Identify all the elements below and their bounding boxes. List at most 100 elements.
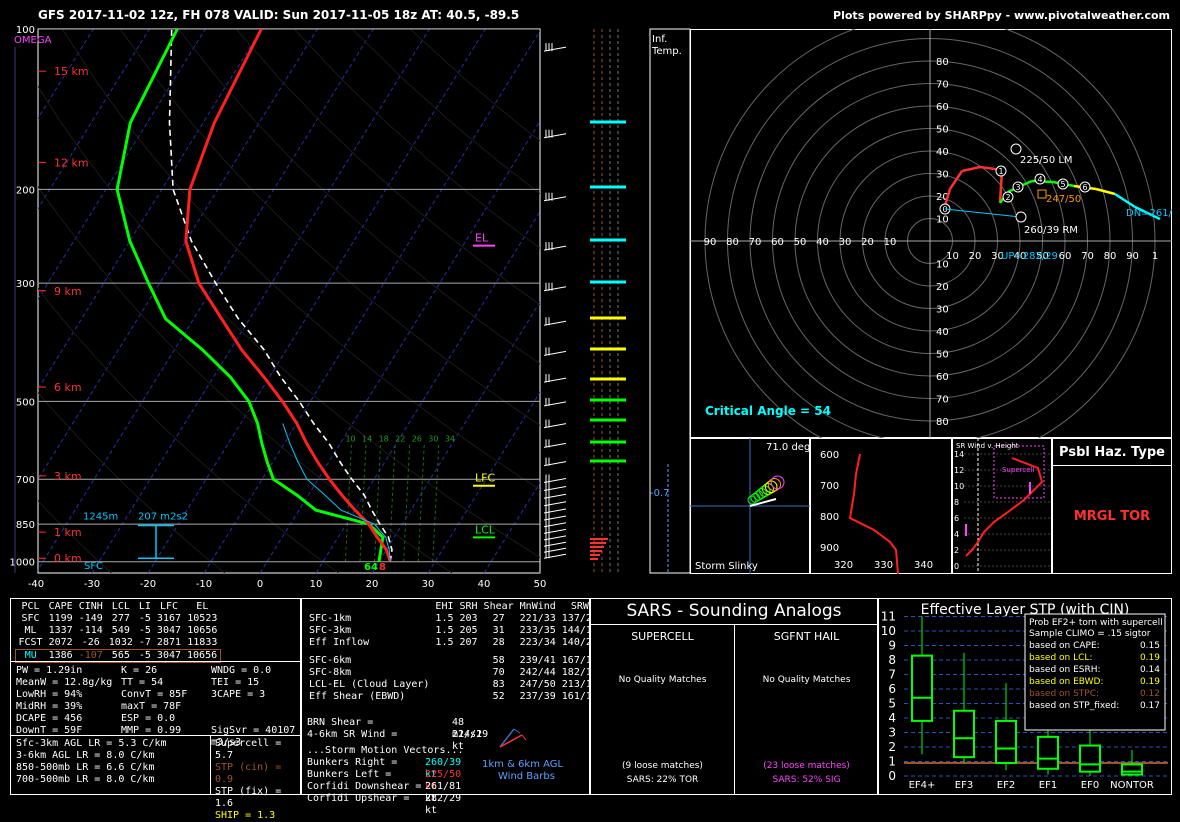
- wind-barb: [543, 374, 567, 383]
- corfidi-up-label: Corfidi Upshear =: [307, 793, 410, 804]
- brn-shear-value: 48 m2/s2: [452, 717, 483, 740]
- wind-barb: [543, 482, 567, 491]
- mixing-ratio-label: 26: [412, 435, 422, 444]
- wind-barb: [543, 457, 567, 467]
- wind-barb: [543, 550, 567, 559]
- wind-barb: [543, 317, 567, 326]
- mixing-ratio-line: [417, 443, 425, 562]
- parcel-header: CAPE: [48, 601, 73, 612]
- skewt-frame: [37, 28, 541, 574]
- wind-barb: [543, 490, 567, 499]
- thermo-index: PW = 1.29in: [16, 665, 83, 676]
- wind-barb-staff: [543, 493, 567, 499]
- hodo-lm-marker: [1010, 143, 1022, 155]
- sr-wind-y-label: 8: [954, 498, 959, 507]
- hodo-x-label-left: 10: [884, 237, 897, 248]
- kinematics-cell: [456, 691, 480, 703]
- wetbulb-trace: [282, 423, 391, 562]
- sr-wind-46-label: 4-6km SR Wind =: [307, 729, 398, 740]
- sr-wind-profile: [965, 457, 1044, 557]
- dry-adiabat: [38, 391, 226, 573]
- hodo-ring-label-down: 20: [936, 282, 949, 293]
- hodo-x-label-left: 90: [704, 237, 717, 248]
- kinematics-cell: 205: [459, 625, 478, 636]
- kinematics-cell: 247/50: [519, 679, 556, 690]
- sars-supercell-title: SUPERCELL: [631, 630, 694, 643]
- parcel-header: PCL: [21, 601, 40, 612]
- hodo-ring-label-down: 80: [936, 417, 949, 428]
- hodo-km-label: 6: [1082, 183, 1087, 192]
- barbs-label-2: Wind Barbs: [498, 771, 555, 782]
- sars-hail-loose: (23 loose matches): [763, 761, 850, 771]
- kinematics-cell: 144/18: [561, 625, 598, 636]
- inferred-temp-column: Inf. Temp. -0.7: [649, 28, 691, 574]
- pressure-label: 100: [16, 25, 35, 36]
- wind-barb-staff: [543, 377, 567, 383]
- kinematics-cell: [456, 655, 480, 667]
- mixing-ratio-label: 22: [395, 435, 405, 444]
- parcel-cell: 277: [111, 613, 130, 624]
- stp-box: [1037, 735, 1059, 770]
- height-label: 6 km: [54, 381, 82, 394]
- parcel-cell: 10656: [187, 650, 218, 661]
- kinematics-header: EHI: [435, 601, 454, 612]
- mixing-ratio-label: 30: [428, 435, 438, 444]
- stp-category-label: EF0: [1081, 780, 1099, 791]
- hodo-trace-segment: [948, 170, 964, 190]
- theta-e-pressure-label: 900: [820, 543, 839, 554]
- thermo-index: 3CAPE = 3: [211, 689, 266, 700]
- height-label: 15 km: [54, 65, 89, 78]
- slinky-value: 71.0 deg: [766, 442, 810, 453]
- wind-barb-staff: [543, 401, 567, 407]
- dry-adiabat: [38, 287, 339, 573]
- stp-prob-label: based on EBWD:: [1029, 677, 1104, 687]
- hodo-mean-marker: [1037, 189, 1047, 199]
- stp-y-label: 3: [888, 726, 896, 740]
- sr-wind-y-label: 10: [954, 482, 964, 491]
- wind-barb-staff: [543, 196, 567, 202]
- kinematics-cell: 203: [459, 613, 478, 624]
- parcel-cell: 3047: [156, 625, 182, 636]
- parcel-cell: 2072: [48, 637, 73, 648]
- stp-prob-label: based on STPC:: [1029, 689, 1099, 699]
- sr-wind-y-label: 4: [954, 530, 959, 539]
- critical-angle: Critical Angle = 54: [705, 404, 831, 418]
- height-label: 3 km: [54, 470, 82, 483]
- kinematics-cell: [456, 667, 480, 679]
- lfc-label: LFC: [475, 472, 495, 485]
- kinematics-cell: 83: [492, 679, 505, 690]
- wind-barb-staff: [543, 442, 567, 448]
- wind-barb: [543, 347, 567, 356]
- hodo-km-marker: [1002, 191, 1014, 203]
- parcel-cell: MU: [24, 650, 37, 661]
- theta-e-pressure-label: 800: [820, 512, 839, 523]
- stp-box: [995, 719, 1017, 764]
- kinematics-cell: [432, 655, 456, 667]
- parcel-cell: -5: [138, 650, 151, 661]
- wind-barb: [543, 518, 567, 528]
- thermo-index: [211, 713, 300, 725]
- stp-prob-label: based on STP_fixed:: [1029, 701, 1119, 711]
- slinky-circle: [767, 478, 782, 492]
- parcel-trace: [168, 29, 393, 562]
- pressure-label: 850: [16, 520, 35, 531]
- thermo-index: TEI = 15: [211, 677, 260, 688]
- stp-prob-value: 0.14: [1140, 665, 1160, 675]
- wind-barb: [543, 439, 567, 448]
- hodo-km-label: 2: [1005, 193, 1010, 202]
- sars-supercell-nomatch: No Quality Matches: [618, 675, 707, 685]
- inf-temp-label-top: Inf.: [652, 34, 667, 45]
- parcel-cell: 10523: [187, 613, 218, 624]
- wind-barb-staff: [543, 508, 567, 514]
- hodo-ring-label-up: 60: [936, 102, 949, 113]
- temp-tick-label: -10: [196, 579, 212, 590]
- brn-shear-label: BRN Shear =: [307, 717, 374, 728]
- hodo-x-label-right: 10: [946, 251, 959, 262]
- kinematics-cell: 1.5: [435, 637, 454, 648]
- slinky-vector: [749, 498, 777, 507]
- hodo-ring-label-down: 10: [936, 260, 949, 271]
- wind-barbs-column: [543, 43, 567, 559]
- hodo-km-label: 1: [998, 167, 1003, 176]
- pressure-label: 500: [16, 397, 35, 408]
- parcel-cell: 3167: [156, 613, 182, 624]
